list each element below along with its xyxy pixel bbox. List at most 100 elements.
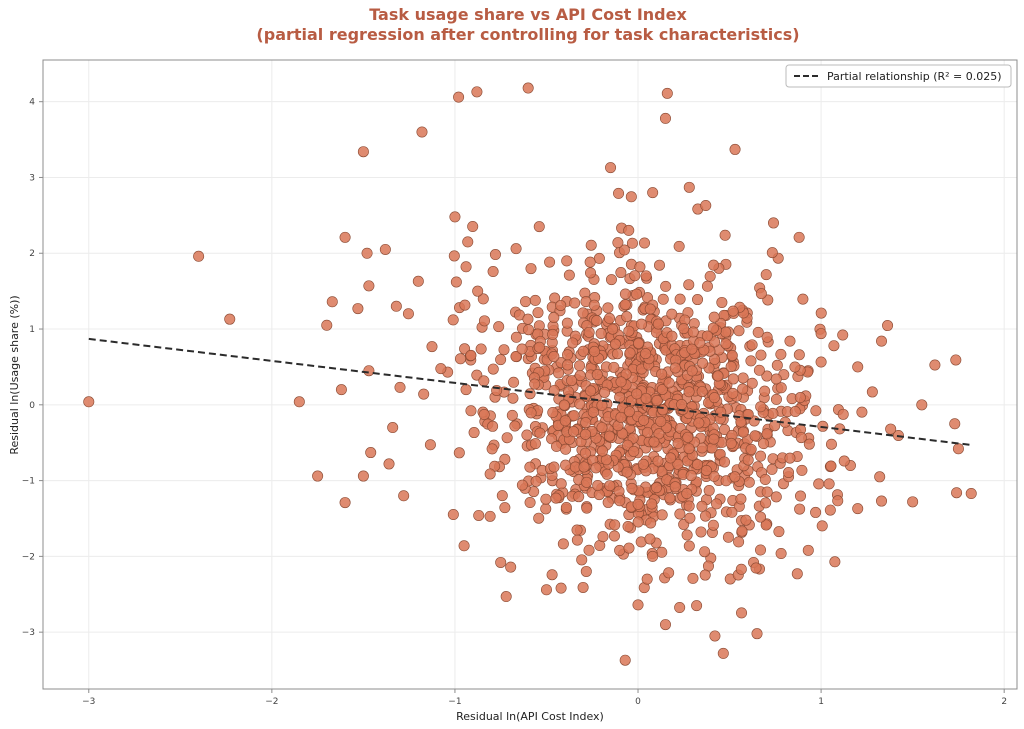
scatter-point xyxy=(736,525,748,537)
scatter-point xyxy=(742,454,754,466)
scatter-point xyxy=(339,497,351,509)
scatter-point xyxy=(357,146,369,158)
scatter-point xyxy=(577,581,589,593)
scatter-point xyxy=(633,337,645,349)
scatter-point xyxy=(487,420,499,432)
scatter-point xyxy=(579,447,591,459)
scatter-point xyxy=(584,256,596,268)
scatter-point xyxy=(596,399,608,411)
scatter-point xyxy=(683,443,695,455)
scatter-point xyxy=(823,478,835,490)
scatter-point xyxy=(949,418,961,430)
scatter-point xyxy=(632,498,644,510)
scatter-point xyxy=(640,270,652,282)
scatter-point xyxy=(472,285,484,297)
scatter-point xyxy=(394,381,406,393)
scatter-point xyxy=(454,353,466,365)
scatter-point xyxy=(794,490,806,502)
scatter-point xyxy=(580,565,592,577)
scatter-point xyxy=(797,293,809,305)
scatter-point xyxy=(789,361,801,373)
scatter-point xyxy=(532,307,544,319)
scatter-point xyxy=(558,399,570,411)
scatter-point xyxy=(495,556,507,568)
scatter-point xyxy=(604,480,616,492)
scatter-point xyxy=(506,409,518,421)
scatter-point xyxy=(460,384,472,396)
scatter-point xyxy=(644,303,656,315)
scatter-point xyxy=(815,307,827,319)
scatter-point xyxy=(760,519,772,531)
scatter-point xyxy=(588,299,600,311)
scatter-point xyxy=(525,407,537,419)
scatter-point xyxy=(621,311,633,323)
scatter-point xyxy=(634,261,646,273)
scatter-point xyxy=(573,491,585,503)
scatter-point xyxy=(793,349,805,361)
scatter-point xyxy=(574,370,586,382)
scatter-point xyxy=(597,531,609,543)
x-tick-label: −3 xyxy=(82,697,95,707)
scatter-point xyxy=(424,439,436,451)
scatter-point xyxy=(507,392,519,404)
scatter-point xyxy=(825,460,837,472)
scatter-point xyxy=(614,544,626,556)
scatter-point xyxy=(624,347,636,359)
scatter-point xyxy=(733,325,745,337)
scatter-point xyxy=(775,382,787,394)
scatter-point xyxy=(766,247,778,259)
scatter-point xyxy=(666,308,678,320)
scatter-point xyxy=(522,82,534,94)
scatter-point xyxy=(604,312,616,324)
scatter-point xyxy=(746,377,758,389)
scatter-point xyxy=(449,211,461,223)
y-tick-label: −1 xyxy=(22,477,35,487)
scatter-point xyxy=(568,410,580,422)
scatter-point xyxy=(706,442,718,454)
scatter-point xyxy=(708,433,720,445)
scatter-point xyxy=(691,600,703,612)
scatter-point xyxy=(735,563,747,575)
scatter-point xyxy=(737,426,749,438)
scatter-point xyxy=(759,385,771,397)
scatter-point xyxy=(664,492,676,504)
scatter-point xyxy=(626,237,638,249)
scatter-point xyxy=(477,293,489,305)
scatter-point xyxy=(641,573,653,585)
scatter-point xyxy=(725,437,737,449)
scatter-point xyxy=(638,237,650,249)
scatter-point xyxy=(435,363,447,375)
scatter-point xyxy=(750,562,762,574)
scatter-point xyxy=(352,303,364,315)
scatter-point xyxy=(766,463,778,475)
scatter-point xyxy=(614,495,626,507)
scatter-point xyxy=(718,456,730,468)
scatter-point xyxy=(599,386,611,398)
scatter-point xyxy=(856,406,868,418)
scatter-point xyxy=(669,362,681,374)
scatter-point xyxy=(623,325,635,337)
scatter-point xyxy=(522,313,534,325)
scatter-point xyxy=(760,269,772,281)
scatter-point xyxy=(361,247,373,259)
scatter-point xyxy=(655,415,667,427)
scatter-point xyxy=(683,279,695,291)
scatter-point xyxy=(591,315,603,327)
y-tick-label: −2 xyxy=(22,552,35,562)
scatter-point xyxy=(642,426,654,438)
scatter-point xyxy=(615,411,627,423)
scatter-point xyxy=(603,430,615,442)
scatter-point xyxy=(578,461,590,473)
scatter-point xyxy=(699,569,711,581)
scatter-point xyxy=(753,364,765,376)
scatter-point xyxy=(810,405,822,417)
scatter-point xyxy=(562,359,574,371)
scatter-point xyxy=(676,398,688,410)
y-axis-label: Residual ln(Usage share (%)) xyxy=(8,295,21,454)
scatter-point xyxy=(720,326,732,338)
scatter-point xyxy=(326,296,338,308)
scatter-point xyxy=(533,221,545,233)
scatter-point xyxy=(566,375,578,387)
scatter-point xyxy=(499,453,511,465)
scatter-point xyxy=(718,423,730,435)
